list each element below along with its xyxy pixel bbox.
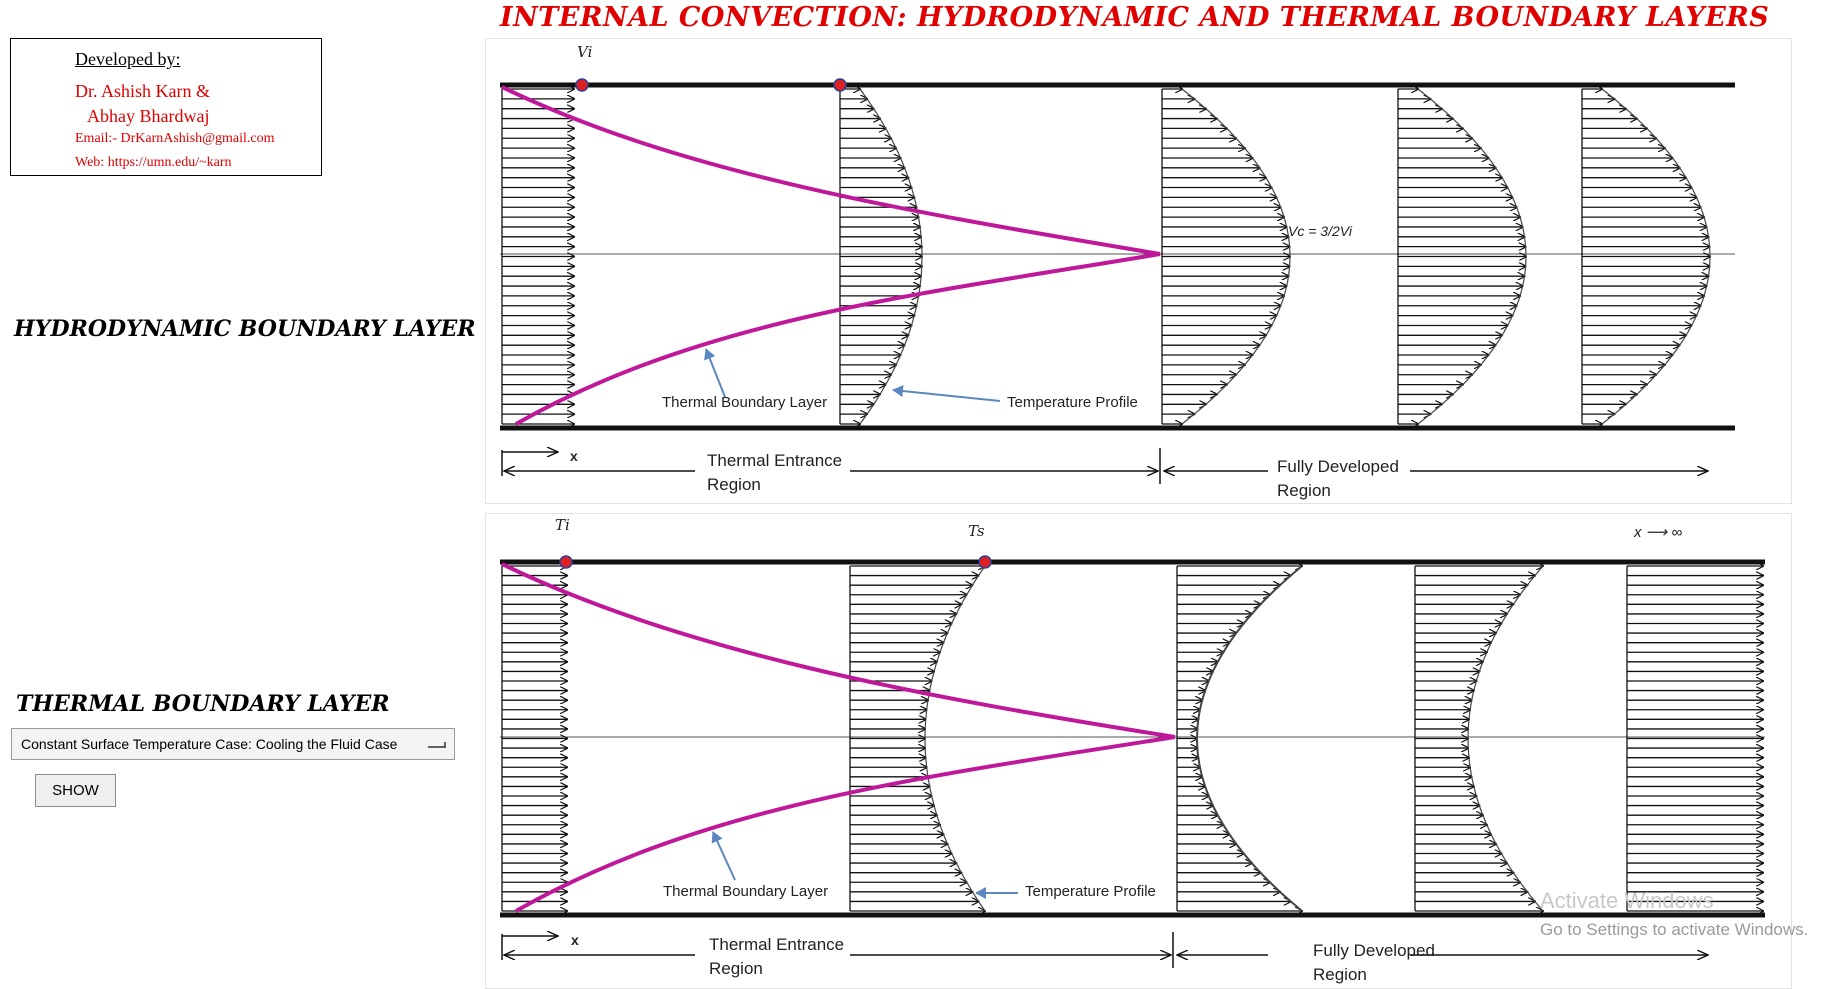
activation-watermark-text: Go to Settings to activate Windows. [1540, 920, 1809, 939]
top-x-label: x [570, 448, 578, 464]
top-boundary-layer-label: Thermal Boundary Layer [662, 394, 828, 411]
boundary-layer-pointer [704, 348, 726, 398]
top-profile-label: Temperature Profile [1007, 394, 1138, 411]
inlet-uniform-profile [501, 89, 574, 424]
bottom-entrance-label-2: Region [709, 959, 763, 978]
hydrodynamic-diagram [500, 78, 1735, 484]
credits-box: Developed by: Dr. Ashish Karn & Abhay Bh… [10, 38, 322, 176]
inlet-velocity-symbol: Vi [577, 43, 593, 61]
developing-profile-envelope [859, 88, 923, 425]
developing-profile-envelope [924, 565, 986, 912]
bottom-profile-label: Temperature Profile [1025, 883, 1156, 900]
top-developed-label-1: Fully Developed [1277, 457, 1399, 476]
developed-profile-3-envelope [1601, 88, 1711, 425]
bottom-boundary-layer-label: Thermal Boundary Layer [663, 883, 829, 900]
wall-marker [978, 555, 992, 569]
lower-boundary-layer-curve [515, 735, 1176, 913]
inlet-uniform-profile [501, 566, 567, 911]
boundary-layer-pointer [711, 831, 736, 881]
author-1: Dr. Ashish Karn & [75, 81, 210, 101]
far-downstream-profile [1626, 566, 1763, 911]
wall-marker [833, 78, 847, 92]
show-button[interactable]: SHOW [35, 774, 116, 807]
developed-profile-2 [1397, 89, 1526, 424]
developing-profile [849, 566, 985, 911]
bottom-entrance-label-1: Thermal Entrance [709, 935, 845, 954]
wall-marker [575, 78, 589, 92]
centerline-velocity-label: Vc = 3/2Vi [1288, 223, 1352, 239]
author-2: Abhay Bhardwaj [87, 106, 210, 126]
developed-profile-2-envelope [1467, 565, 1544, 912]
profile-pointer [892, 385, 1001, 402]
dropdown-arrow-icon [428, 742, 446, 748]
hydrodynamic-diagram-panel [485, 38, 1792, 504]
wall-marker [559, 555, 573, 569]
developed-profile-1-envelope [1195, 565, 1303, 912]
thermal-section-label: THERMAL BOUNDARY LAYER [16, 691, 390, 717]
developed-by-label: Developed by: [75, 49, 181, 69]
activation-watermark-title: Activate Windows [1540, 888, 1714, 913]
top-entrance-label-2: Region [707, 475, 761, 494]
case-select-value: Constant Surface Temperature Case: Cooli… [21, 736, 398, 752]
developed-profile-1 [1161, 89, 1290, 424]
developed-profile-1-envelope [1181, 88, 1291, 425]
bottom-developed-label-1: Fully Developed [1313, 941, 1435, 960]
bottom-x-label: x [571, 932, 579, 948]
developed-profile-1 [1176, 566, 1302, 911]
developed-profile-2-envelope [1417, 88, 1527, 425]
lower-boundary-layer-curve [515, 252, 1161, 426]
inlet-temperature-symbol: Ti [555, 516, 570, 534]
author-email: Email:- DrKarnAshish@gmail.com [75, 131, 275, 146]
top-developed-label-2: Region [1277, 481, 1331, 500]
author-website: Web: https://umn.edu/~karn [75, 155, 232, 170]
page-title: INTERNAL CONVECTION: HYDRODYNAMIC AND TH… [500, 2, 1770, 33]
thermal-diagram [500, 555, 1765, 968]
surface-temperature-symbol: Ts [968, 522, 985, 540]
authors: Dr. Ashish Karn & Abhay Bhardwaj [75, 79, 210, 129]
hydrodynamic-section-label: HYDRODYNAMIC BOUNDARY LAYER [14, 316, 476, 342]
bottom-developed-label-2: Region [1313, 965, 1367, 984]
developed-profile-3 [1581, 89, 1710, 424]
upper-boundary-layer-curve [501, 562, 1176, 739]
upper-boundary-layer-curve [501, 85, 1161, 256]
developing-profile [839, 89, 922, 424]
top-entrance-label-1: Thermal Entrance [707, 451, 843, 470]
x-infinity-label: x ⟶ ∞ [1634, 524, 1683, 541]
developed-profile-2 [1414, 566, 1543, 911]
case-select[interactable]: Constant Surface Temperature Case: Cooli… [11, 728, 455, 760]
